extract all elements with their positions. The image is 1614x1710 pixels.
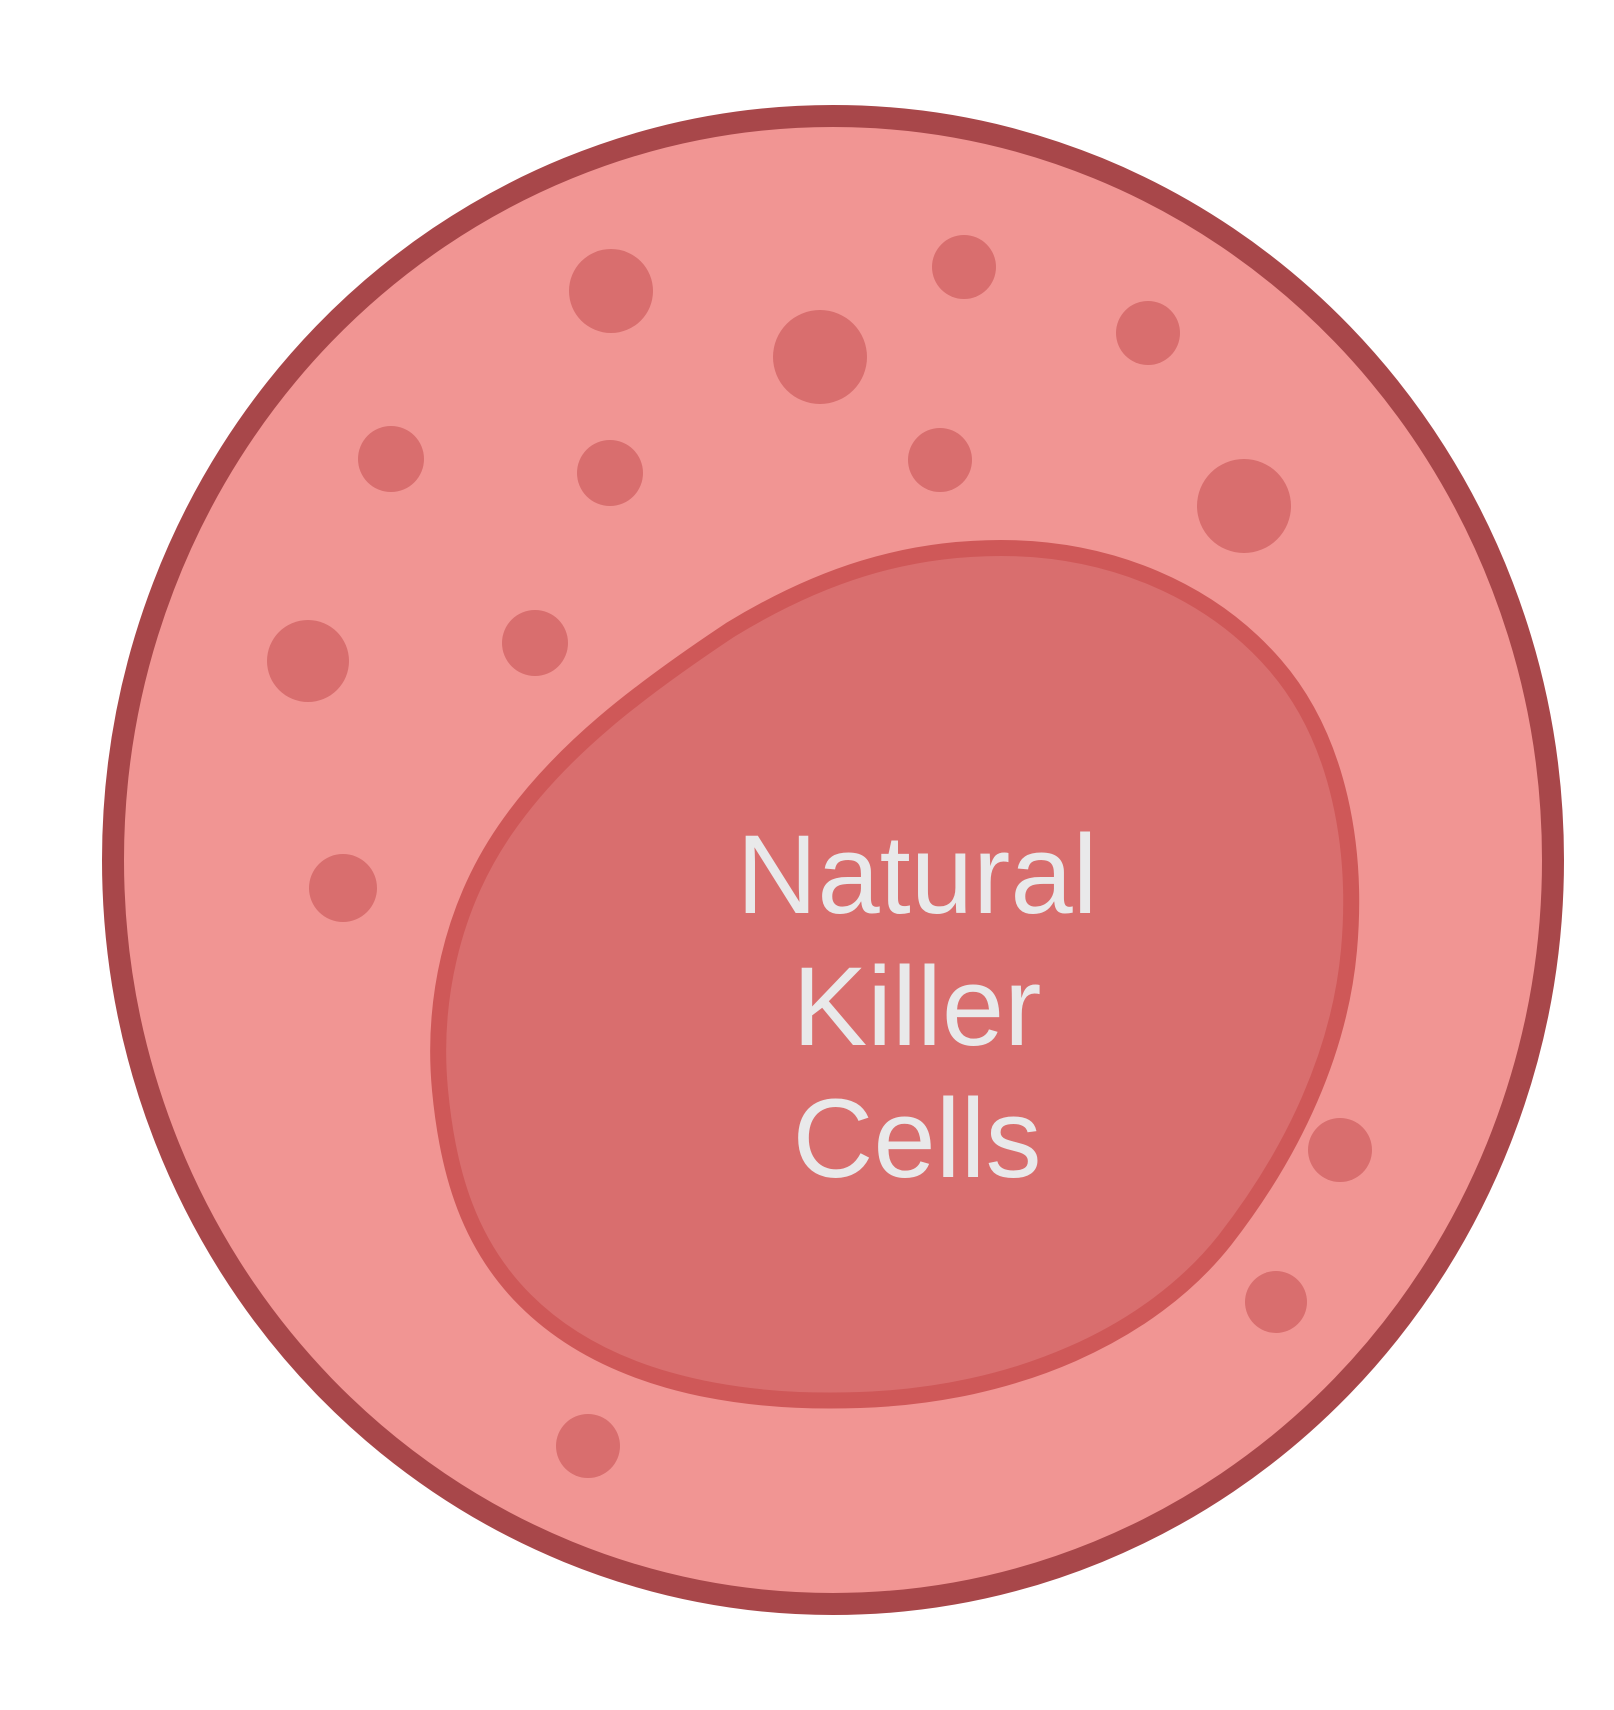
granule-icon: [908, 428, 972, 492]
cell-label-line-3: Cells: [793, 1076, 1042, 1201]
granule-icon: [1197, 459, 1291, 553]
granule-icon: [1116, 301, 1180, 365]
granule-icon: [577, 440, 643, 506]
granule-icon: [1245, 1271, 1307, 1333]
granule-icon: [358, 426, 424, 492]
granule-icon: [556, 1414, 620, 1478]
granule-group: [267, 235, 1372, 1478]
granule-icon: [773, 310, 867, 404]
granule-icon: [267, 620, 349, 702]
granule-icon: [1308, 1118, 1372, 1182]
granule-icon: [502, 610, 568, 676]
cell-label-line-2: Killer: [793, 944, 1042, 1069]
granule-icon: [932, 235, 996, 299]
granule-icon: [569, 249, 653, 333]
nucleus-icon: [430, 539, 1360, 1409]
cell-label-line-1: Natural: [736, 812, 1097, 937]
granule-icon: [309, 854, 377, 922]
